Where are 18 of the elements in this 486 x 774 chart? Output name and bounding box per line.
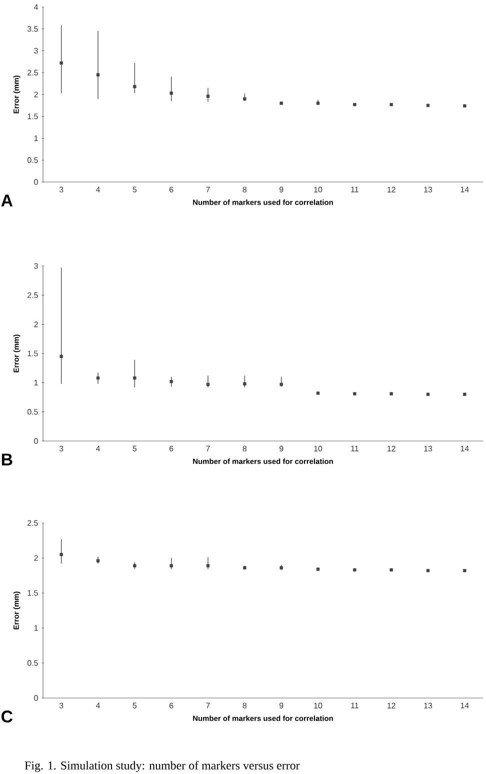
text: B	[2, 454, 12, 466]
point	[96, 73, 100, 76]
text: C	[1, 710, 13, 723]
point	[96, 376, 100, 380]
point	[133, 85, 136, 88]
point	[60, 61, 63, 65]
point	[133, 376, 136, 380]
point	[60, 552, 63, 556]
point	[60, 354, 63, 358]
point	[133, 564, 136, 568]
text: A	[1, 194, 13, 206]
point	[170, 380, 173, 384]
point	[243, 382, 246, 386]
caption: Fig. 1. Simulation study: number of markers versus error	[24, 761, 300, 772]
point	[206, 94, 210, 98]
point	[170, 92, 173, 95]
point	[170, 564, 173, 568]
point	[206, 564, 210, 568]
